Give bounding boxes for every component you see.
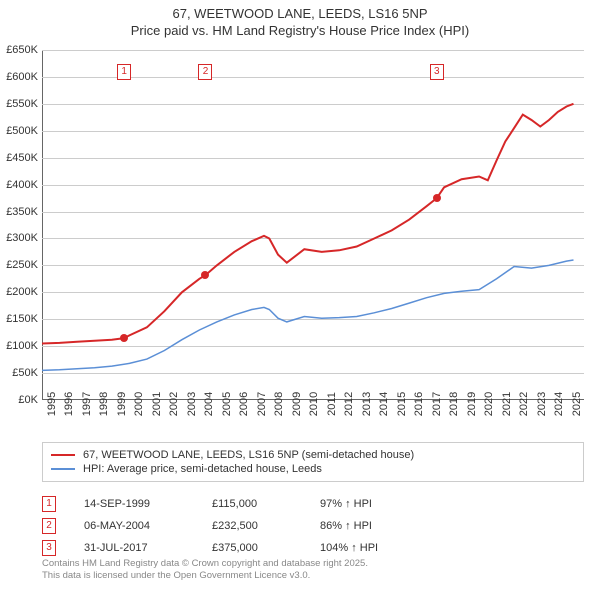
legend-swatch-property [51,454,75,456]
y-tick-label: £100K [0,340,38,352]
chart-plot-area: £0K£50K£100K£150K£200K£250K£300K£350K£40… [42,50,584,400]
legend-row-hpi: HPI: Average price, semi-detached house,… [51,463,575,475]
sales-table: 1 14-SEP-1999 £115,000 97% ↑ HPI 2 06-MAY-200… [42,490,584,562]
legend-swatch-hpi [51,468,75,470]
sales-row-price: £375,000 [212,542,292,554]
sales-row-hpi: 86% ↑ HPI [320,520,420,532]
x-tick-label: 2015 [396,392,408,416]
footer-line-1: Contains HM Land Registry data © Crown c… [42,558,584,570]
x-tick-label: 2001 [151,392,163,416]
legend-box: 67, WEETWOOD LANE, LEEDS, LS16 5NP (semi… [42,442,584,482]
y-tick-label: £0K [0,394,38,406]
legend-label-property: 67, WEETWOOD LANE, LEEDS, LS16 5NP (semi… [83,449,414,461]
x-tick-label: 1995 [46,392,58,416]
sale-marker-dot [433,194,441,202]
y-tick-label: £450K [0,152,38,164]
chart-title-block: 67, WEETWOOD LANE, LEEDS, LS16 5NP Price… [0,0,600,40]
x-tick-label: 2002 [168,392,180,416]
sale-marker-box: 3 [430,64,444,80]
sales-row-marker: 1 [42,496,56,512]
title-line-1: 67, WEETWOOD LANE, LEEDS, LS16 5NP [0,6,600,23]
x-tick-label: 2011 [326,392,338,416]
sales-row-price: £232,500 [212,520,292,532]
x-tick-label: 1999 [116,392,128,416]
x-tick-label: 1998 [98,392,110,416]
x-tick-label: 2013 [361,392,373,416]
footer-line-2: This data is licensed under the Open Gov… [42,570,584,582]
sales-row: 2 06-MAY-2004 £232,500 86% ↑ HPI [42,518,584,534]
x-tick-label: 2010 [308,392,320,416]
x-tick-label: 2019 [466,392,478,416]
x-tick-label: 2022 [518,392,530,416]
x-tick-label: 2012 [343,392,355,416]
x-tick-label: 2020 [483,392,495,416]
x-tick-label: 2014 [378,392,390,416]
y-tick-label: £650K [0,44,38,56]
title-line-2: Price paid vs. HM Land Registry's House … [0,23,600,40]
y-tick-label: £250K [0,259,38,271]
x-tick-label: 2008 [273,392,285,416]
y-tick-label: £200K [0,286,38,298]
y-tick-label: £50K [0,367,38,379]
x-tick-label: 2006 [238,392,250,416]
x-tick-label: 2023 [536,392,548,416]
chart-container: 67, WEETWOOD LANE, LEEDS, LS16 5NP Price… [0,0,600,590]
x-tick-label: 2009 [291,392,303,416]
y-tick-label: £500K [0,125,38,137]
sale-marker-dot [201,271,209,279]
sales-row: 3 31-JUL-2017 £375,000 104% ↑ HPI [42,540,584,556]
sales-row-marker: 2 [42,518,56,534]
y-tick-label: £550K [0,98,38,110]
sales-row: 1 14-SEP-1999 £115,000 97% ↑ HPI [42,496,584,512]
y-tick-label: £400K [0,179,38,191]
series-property [42,104,574,344]
x-tick-label: 2016 [413,392,425,416]
sale-marker-box: 2 [198,64,212,80]
x-tick-label: 2003 [186,392,198,416]
x-tick-label: 2025 [571,392,583,416]
x-tick-label: 2005 [221,392,233,416]
x-tick-label: 1997 [81,392,93,416]
x-tick-label: 2000 [133,392,145,416]
y-tick-label: £600K [0,71,38,83]
x-tick-label: 2018 [448,392,460,416]
x-tick-label: 2024 [553,392,565,416]
sales-row-hpi: 97% ↑ HPI [320,498,420,510]
y-tick-label: £350K [0,206,38,218]
x-tick-label: 2021 [501,392,513,416]
x-tick-label: 2007 [256,392,268,416]
legend-row-property: 67, WEETWOOD LANE, LEEDS, LS16 5NP (semi… [51,449,575,461]
x-tick-label: 1996 [63,392,75,416]
x-tick-label: 2004 [203,392,215,416]
sales-row-date: 06-MAY-2004 [84,520,184,532]
footer-attribution: Contains HM Land Registry data © Crown c… [42,558,584,583]
chart-svg [42,50,584,400]
y-tick-label: £300K [0,232,38,244]
legend-label-hpi: HPI: Average price, semi-detached house,… [83,463,322,475]
x-tick-label: 2017 [431,392,443,416]
sale-marker-box: 1 [117,64,131,80]
y-tick-label: £150K [0,313,38,325]
sales-row-marker: 3 [42,540,56,556]
sales-row-hpi: 104% ↑ HPI [320,542,420,554]
sales-row-price: £115,000 [212,498,292,510]
series-hpi [42,260,574,370]
sales-row-date: 14-SEP-1999 [84,498,184,510]
sale-marker-dot [120,334,128,342]
sales-row-date: 31-JUL-2017 [84,542,184,554]
